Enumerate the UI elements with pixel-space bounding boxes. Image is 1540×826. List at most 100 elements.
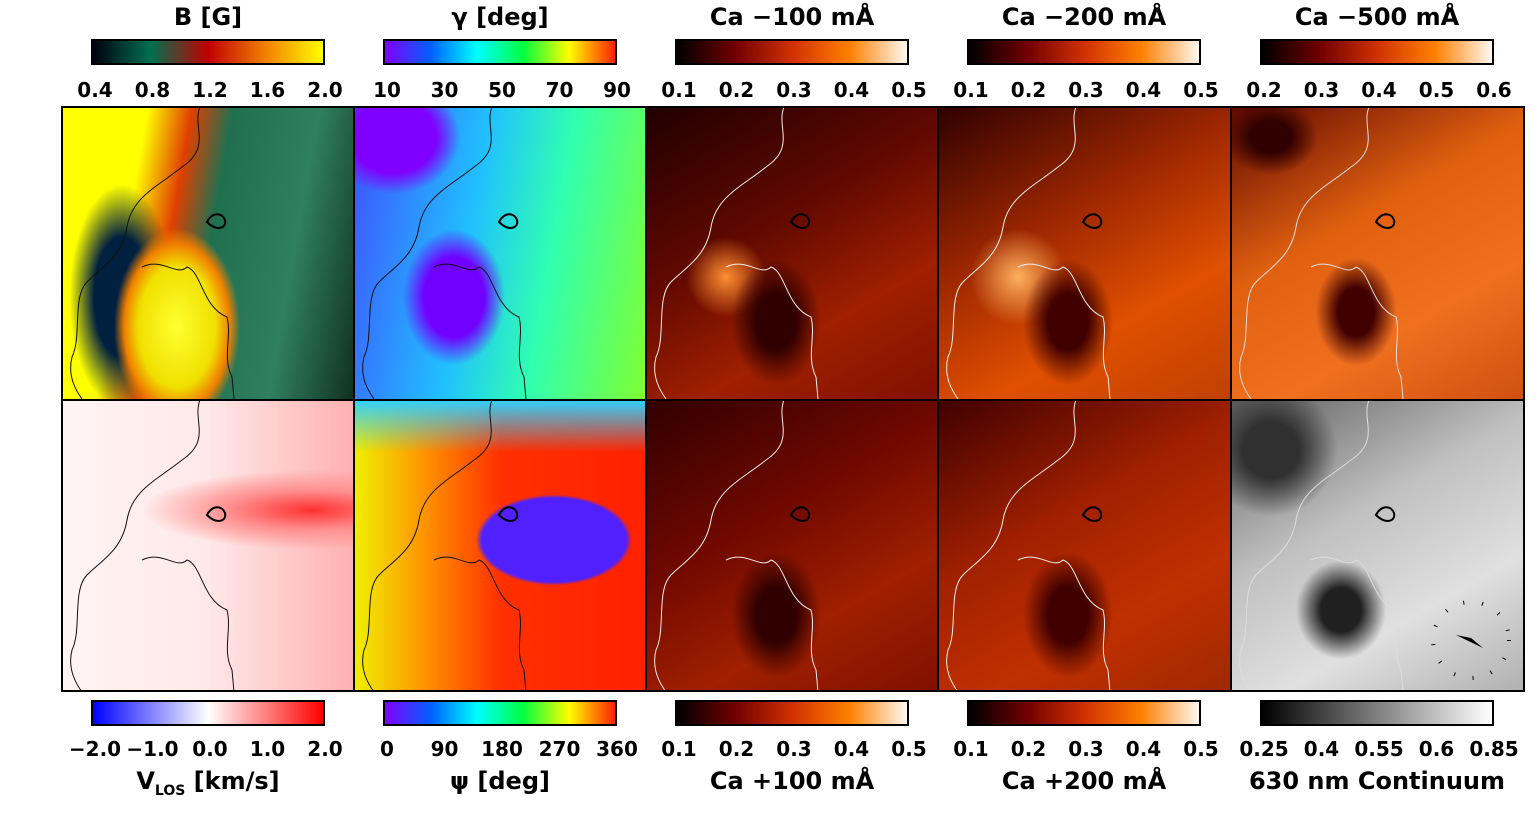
contour-line: [433, 556, 527, 692]
contour-overlay: [70, 107, 235, 399]
pore-contour: [205, 506, 227, 522]
contour-overlay: [654, 400, 819, 692]
panel-title: Ca −500 mÅ: [1294, 3, 1460, 31]
contour-line: [70, 400, 201, 692]
colorbar-tick-label: 0: [380, 737, 394, 761]
title-unit: [km/s]: [185, 767, 280, 795]
colorbar-tick-label: 0.2: [1246, 78, 1282, 102]
pore-contour: [497, 213, 519, 229]
colorbar-tick-label: 10: [373, 78, 401, 102]
colorbar-tick-label: 270: [538, 737, 581, 761]
heatmap-panel: [354, 107, 646, 399]
panel-title: γ [deg]: [451, 3, 549, 31]
contour-line: [725, 263, 819, 399]
colorbar-tick-label: 0.0: [192, 737, 228, 761]
contour-overlay: [946, 400, 1111, 692]
colorbar-ticks: 10 30 50 70 90: [354, 78, 646, 108]
colorbar-tick-label: 1.2: [192, 78, 228, 102]
colorbar-tick-label: 0.4: [77, 78, 113, 102]
colorbar-tick-label: 0.4: [1125, 78, 1162, 102]
colorbar-tick-label: 0.5: [891, 737, 927, 761]
colorbar-tick-label: 0.4: [833, 737, 870, 761]
colorbar-tick-label: 0.5: [1183, 737, 1219, 761]
colorbar-tick-label: 0.1: [661, 78, 697, 102]
heatmap-panel: [62, 400, 354, 692]
pore-contour: [789, 213, 811, 229]
contour-line: [70, 107, 201, 399]
colorbar-ticks: 0.1 0.2 0.3 0.4 0.5: [938, 78, 1230, 108]
contour-line: [1310, 556, 1404, 692]
colorbar-tick-label: 0.1: [661, 737, 697, 761]
colorbar: [383, 39, 617, 65]
pore-contour: [1081, 506, 1103, 522]
colorbar-tick-label: 2.0: [307, 78, 343, 102]
colorbar-tick-label: 2.0: [307, 737, 343, 761]
panel-title: Ca −100 mÅ: [709, 3, 875, 31]
panel-title: Ca +200 mÅ: [1001, 767, 1167, 795]
panel-title: 630 nm Continuum: [1248, 767, 1506, 795]
contour-overlay: [1239, 107, 1404, 399]
colorbar-tick-label: 0.2: [718, 78, 755, 102]
contour-line: [141, 263, 235, 399]
colorbar-tick-label: 0.3: [776, 78, 812, 102]
colorbar-tick-label: 180: [481, 737, 523, 761]
colorbar-tick-label: 90: [603, 78, 631, 102]
colorbar-tick-label: 0.4: [1125, 737, 1162, 761]
colorbar-tick-label: 0.2: [1010, 737, 1047, 761]
contour-overlay: [654, 107, 819, 399]
colorbar-tick-label: 0.3: [1303, 78, 1340, 102]
heatmap-panel: [354, 400, 646, 692]
colorbar-tick-label: 0.3: [776, 737, 812, 761]
contour-line: [362, 400, 493, 692]
contour-overlay: [362, 400, 527, 692]
contour-line: [1017, 263, 1111, 399]
colorbar-ticks: 0 90 180 270 360: [354, 737, 646, 767]
colorbar-tick-label: 0.1: [953, 78, 989, 102]
title-subscript: LOS: [154, 782, 186, 799]
dotted-circle: [1431, 600, 1511, 680]
contour-line: [946, 400, 1077, 692]
colorbar-tick-label: 0.2: [718, 737, 755, 761]
colorbar: [675, 39, 909, 65]
heatmap-panel: [1231, 107, 1523, 399]
heatmap-panel: [62, 107, 354, 399]
colorbar: [91, 39, 325, 65]
colorbar-tick-label: 0.3: [1068, 78, 1104, 102]
panel-divider: [62, 399, 1525, 401]
colorbar: [675, 700, 909, 726]
contour-line: [141, 556, 235, 692]
colorbar-tick-label: 1.6: [249, 78, 286, 102]
contour-line: [1239, 107, 1370, 399]
colorbar-tick-label: 360: [596, 737, 638, 761]
contour-line: [433, 263, 527, 399]
pore-contour: [497, 506, 519, 522]
colorbar: [1260, 39, 1494, 65]
pore-contour: [1374, 506, 1396, 522]
colorbar-tick-label: 1.0: [249, 737, 286, 761]
contour-line: [654, 400, 785, 692]
panel-title: B [G]: [173, 3, 243, 31]
arrow-icon: [1456, 635, 1483, 648]
colorbar-tick-label: 0.5: [1183, 78, 1219, 102]
colorbar-tick-label: 0.8: [134, 78, 171, 102]
contour-line: [1239, 400, 1370, 692]
colorbar-ticks: 0.2 0.3 0.4 0.5 0.6: [1231, 78, 1523, 108]
contour-line: [725, 556, 819, 692]
colorbar: [1260, 700, 1494, 726]
pore-contour: [789, 506, 811, 522]
colorbar-tick-label: 0.4: [833, 78, 870, 102]
heatmap-panel: [646, 107, 938, 399]
colorbar-tick-label: 0.4: [1361, 78, 1397, 102]
colorbar-tick-label: 0.55: [1354, 737, 1404, 761]
panel-title: ψ [deg]: [450, 767, 550, 795]
colorbar-ticks: 0.1 0.2 0.3 0.4 0.5: [938, 737, 1230, 767]
colorbar-tick-label: 70: [545, 78, 574, 102]
panel-title: Ca −200 mÅ: [1001, 3, 1167, 31]
colorbar-ticks: 0.25 0.4 0.55 0.6 0.85: [1231, 737, 1523, 767]
colorbar-tick-label: 50: [488, 78, 516, 102]
contour-line: [946, 107, 1077, 399]
pore-contour: [205, 213, 227, 229]
contour-line: [362, 107, 493, 399]
colorbar-tick-label: 30: [430, 78, 459, 102]
contour-overlay: [946, 107, 1111, 399]
